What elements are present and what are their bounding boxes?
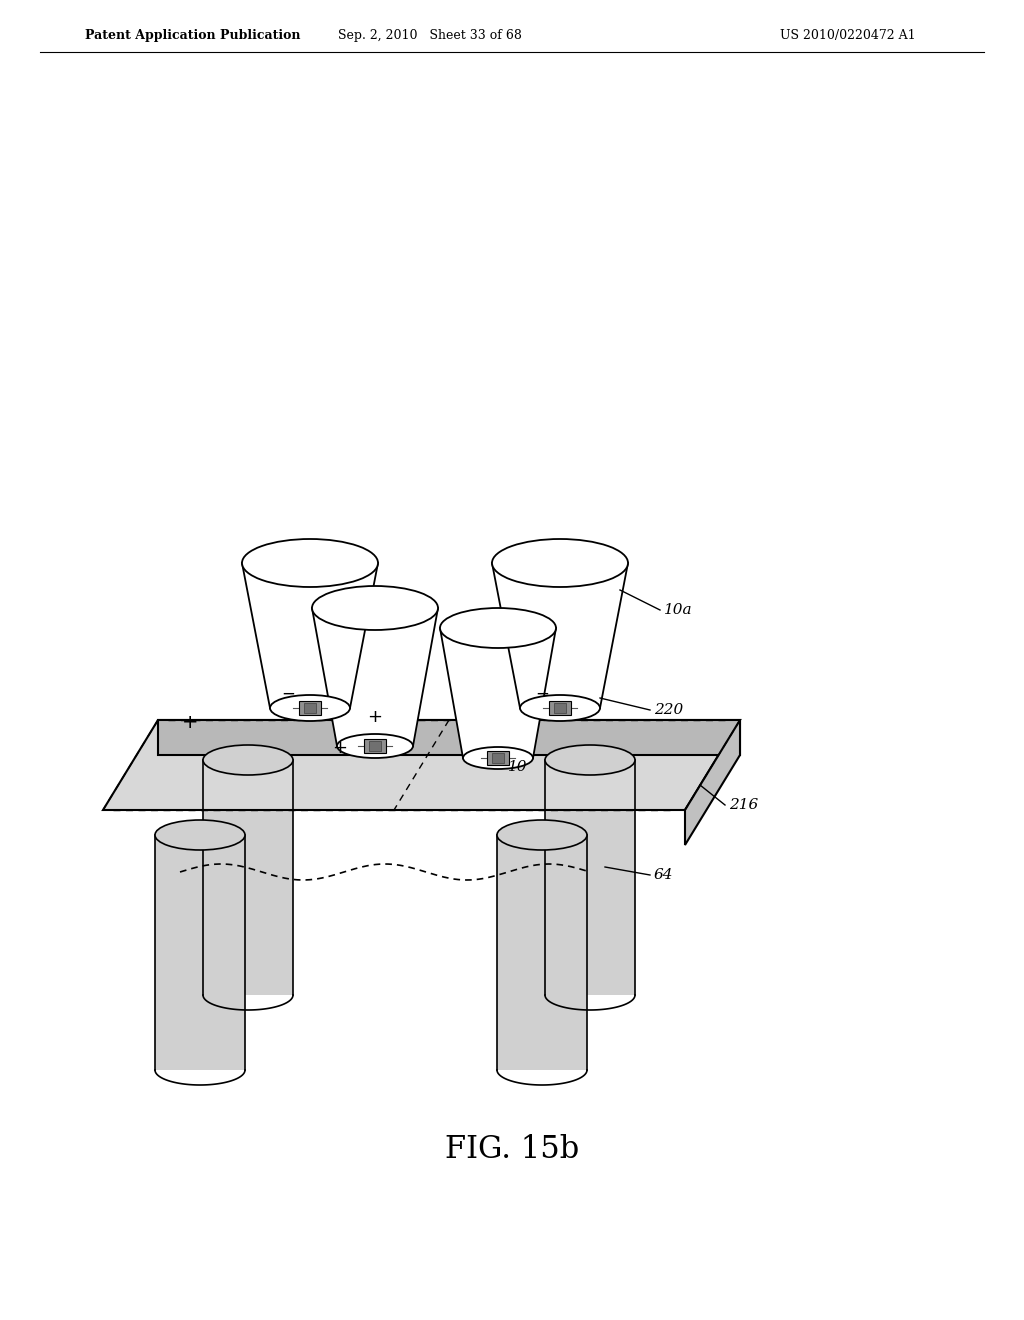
Ellipse shape xyxy=(242,539,378,587)
Text: −: − xyxy=(281,685,295,704)
Polygon shape xyxy=(155,836,245,1071)
Polygon shape xyxy=(312,609,438,746)
FancyBboxPatch shape xyxy=(492,752,504,763)
Ellipse shape xyxy=(440,609,556,648)
FancyBboxPatch shape xyxy=(549,701,571,715)
Text: +: + xyxy=(368,708,383,726)
Ellipse shape xyxy=(492,539,628,587)
Polygon shape xyxy=(440,628,556,758)
Ellipse shape xyxy=(155,820,245,850)
Ellipse shape xyxy=(203,744,293,775)
FancyBboxPatch shape xyxy=(369,741,381,751)
Text: +: + xyxy=(181,714,199,733)
Text: Patent Application Publication: Patent Application Publication xyxy=(85,29,300,41)
Text: 64: 64 xyxy=(654,869,674,882)
Ellipse shape xyxy=(337,734,413,758)
Polygon shape xyxy=(685,719,740,845)
Text: −: − xyxy=(536,685,549,704)
Text: 216: 216 xyxy=(729,799,758,812)
Ellipse shape xyxy=(545,744,635,775)
FancyBboxPatch shape xyxy=(554,704,566,713)
Ellipse shape xyxy=(463,747,534,770)
Text: Sep. 2, 2010   Sheet 33 of 68: Sep. 2, 2010 Sheet 33 of 68 xyxy=(338,29,522,41)
Polygon shape xyxy=(497,836,587,1071)
FancyBboxPatch shape xyxy=(364,739,386,752)
Ellipse shape xyxy=(520,696,600,721)
Ellipse shape xyxy=(270,696,350,721)
Text: 10: 10 xyxy=(508,760,527,774)
Polygon shape xyxy=(492,564,628,708)
Text: 220: 220 xyxy=(654,704,683,717)
FancyBboxPatch shape xyxy=(299,701,321,715)
Text: FIG. 15b: FIG. 15b xyxy=(444,1134,580,1166)
FancyBboxPatch shape xyxy=(487,751,509,766)
Polygon shape xyxy=(103,719,740,810)
Polygon shape xyxy=(158,719,740,755)
Polygon shape xyxy=(203,760,293,995)
Text: 10a: 10a xyxy=(664,603,692,616)
Text: +: + xyxy=(333,739,347,756)
Text: US 2010/0220472 A1: US 2010/0220472 A1 xyxy=(780,29,915,41)
Polygon shape xyxy=(545,760,635,995)
Ellipse shape xyxy=(312,586,438,630)
Polygon shape xyxy=(242,564,378,708)
Ellipse shape xyxy=(497,820,587,850)
FancyBboxPatch shape xyxy=(304,704,316,713)
